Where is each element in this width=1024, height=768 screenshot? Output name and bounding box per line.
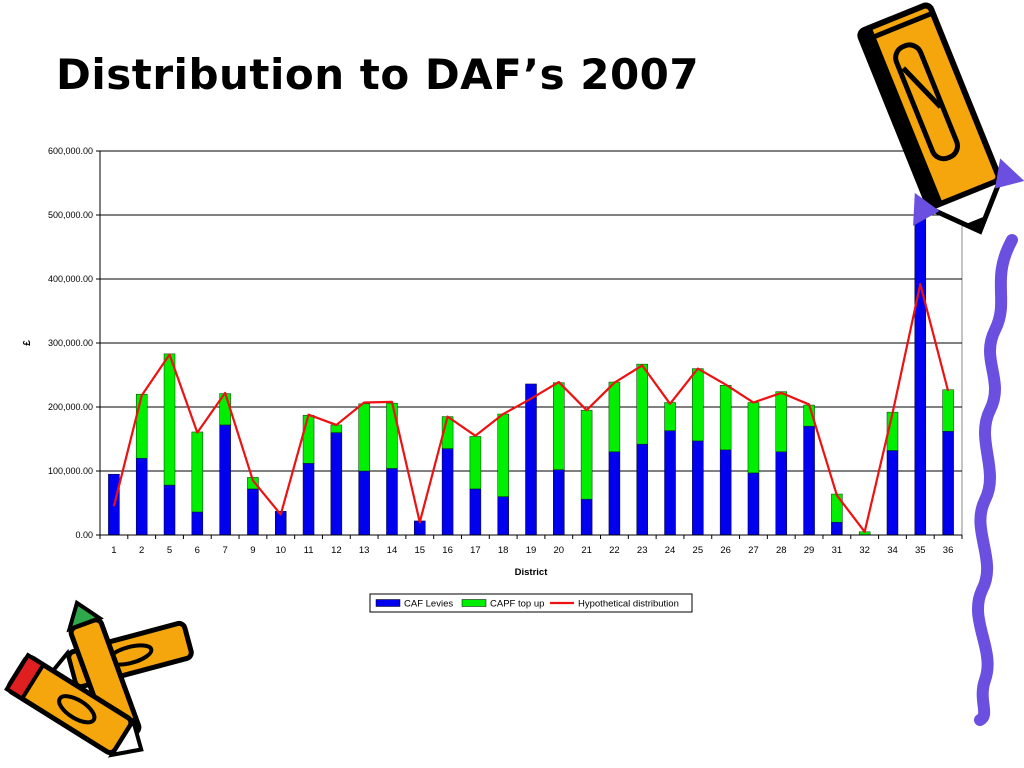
x-tick-label: 27 bbox=[748, 545, 759, 556]
legend-label: CAF Levies bbox=[404, 599, 453, 610]
x-tick-label: 16 bbox=[442, 545, 453, 556]
y-tick-label: 500,000.00 bbox=[48, 210, 93, 220]
bar-caf-levies bbox=[831, 521, 843, 536]
x-tick-label: 22 bbox=[609, 545, 620, 556]
bar-capf-top-up bbox=[553, 382, 565, 470]
x-tick-label: 15 bbox=[414, 545, 425, 556]
bar-caf-levies bbox=[747, 472, 760, 536]
bar-caf-levies bbox=[664, 430, 676, 536]
bar-capf-top-up bbox=[831, 493, 843, 523]
y-tick-label: 100,000.00 bbox=[48, 466, 93, 476]
bar-capf-top-up bbox=[942, 389, 954, 432]
bar-caf-levies bbox=[358, 470, 370, 536]
x-tick-label: 19 bbox=[526, 545, 537, 556]
bar-capf-top-up bbox=[692, 368, 704, 442]
bar-caf-levies bbox=[330, 432, 343, 536]
bar-caf-levies bbox=[553, 469, 565, 536]
x-tick-label: 31 bbox=[832, 545, 843, 556]
y-tick-label: 200,000.00 bbox=[48, 402, 93, 412]
x-tick-label: 17 bbox=[470, 545, 481, 556]
bar-caf-levies bbox=[580, 498, 593, 536]
x-tick-label: 1 bbox=[111, 545, 116, 556]
bar-caf-levies bbox=[386, 468, 398, 536]
bar-capf-top-up bbox=[747, 402, 760, 474]
bar-caf-levies bbox=[302, 463, 315, 536]
bar-capf-top-up bbox=[664, 402, 676, 431]
bar-capf-top-up bbox=[358, 403, 370, 472]
x-tick-label: 35 bbox=[915, 545, 926, 556]
bar-capf-top-up bbox=[330, 424, 343, 433]
slide-title: Distribution to DAF’s 2007 bbox=[56, 50, 700, 99]
y-tick-label: 600,000.00 bbox=[48, 146, 93, 156]
x-tick-label: 13 bbox=[359, 545, 370, 556]
y-tick-label: 0.00 bbox=[75, 530, 93, 540]
y-axis-label: £ bbox=[22, 340, 33, 346]
x-tick-label: 34 bbox=[887, 545, 898, 556]
bar-capf-top-up bbox=[497, 413, 509, 497]
x-tick-label: 24 bbox=[665, 545, 676, 556]
bar-caf-levies bbox=[942, 431, 954, 536]
x-tick-label: 32 bbox=[859, 545, 870, 556]
bar-caf-levies bbox=[247, 488, 259, 536]
legend bbox=[369, 593, 693, 613]
x-axis-label: District bbox=[515, 567, 549, 578]
x-tick-label: 9 bbox=[250, 545, 255, 556]
bar-capf-top-up bbox=[775, 391, 788, 453]
bar-caf-levies bbox=[692, 440, 704, 536]
bar-caf-levies bbox=[803, 425, 815, 536]
x-tick-label: 10 bbox=[275, 545, 286, 556]
x-tick-label: 25 bbox=[693, 545, 704, 556]
x-tick-label: 26 bbox=[720, 545, 731, 556]
bar-capf-top-up bbox=[636, 363, 648, 445]
bar-capf-top-up bbox=[163, 353, 176, 486]
x-tick-label: 20 bbox=[554, 545, 565, 556]
bar-capf-top-up bbox=[469, 436, 482, 490]
bar-caf-levies bbox=[163, 484, 176, 536]
legend-swatch bbox=[461, 599, 487, 607]
y-tick-label: 400,000.00 bbox=[48, 274, 93, 284]
bar-caf-levies bbox=[469, 488, 482, 536]
x-tick-label: 23 bbox=[637, 545, 648, 556]
bar-caf-levies bbox=[914, 201, 927, 536]
x-tick-label: 11 bbox=[304, 545, 314, 556]
bar-caf-levies bbox=[636, 443, 648, 536]
bar-caf-levies bbox=[719, 449, 732, 536]
legend-swatch bbox=[375, 599, 401, 607]
bar-caf-levies bbox=[219, 424, 231, 536]
x-tick-label: 12 bbox=[331, 545, 342, 556]
legend-label: CAPF top up bbox=[490, 599, 544, 610]
bar-caf-levies bbox=[497, 496, 509, 536]
x-tick-label: 28 bbox=[776, 545, 787, 556]
bar-capf-top-up bbox=[386, 402, 398, 469]
bar-capf-top-up bbox=[302, 415, 315, 464]
x-tick-label: 6 bbox=[195, 545, 200, 556]
bar-caf-levies bbox=[441, 448, 454, 536]
x-tick-label: 14 bbox=[387, 545, 398, 556]
bar-caf-levies bbox=[525, 383, 537, 536]
line-hypothetical-distribution bbox=[112, 283, 950, 533]
bar-capf-top-up bbox=[580, 409, 593, 500]
bar-caf-levies bbox=[775, 451, 788, 536]
bar-caf-levies bbox=[135, 457, 148, 536]
x-tick-label: 21 bbox=[581, 545, 592, 556]
bar-capf-top-up bbox=[719, 384, 732, 451]
bar-capf-top-up bbox=[608, 381, 621, 453]
bar-caf-levies bbox=[886, 450, 899, 536]
x-tick-label: 5 bbox=[167, 545, 172, 556]
y-tick-label: 300,000.00 bbox=[48, 338, 93, 348]
bar-caf-levies bbox=[608, 451, 621, 536]
bar-capf-top-up bbox=[191, 431, 204, 513]
x-tick-label: 2 bbox=[139, 545, 144, 556]
x-tick-label: 18 bbox=[498, 545, 509, 556]
x-tick-label: 7 bbox=[222, 545, 227, 556]
legend-label: Hypothetical distribution bbox=[578, 599, 679, 610]
bar-capf-top-up bbox=[135, 393, 148, 459]
bar-caf-levies bbox=[191, 511, 204, 536]
x-tick-label: 29 bbox=[804, 545, 815, 556]
x-tick-label: 36 bbox=[943, 545, 954, 556]
